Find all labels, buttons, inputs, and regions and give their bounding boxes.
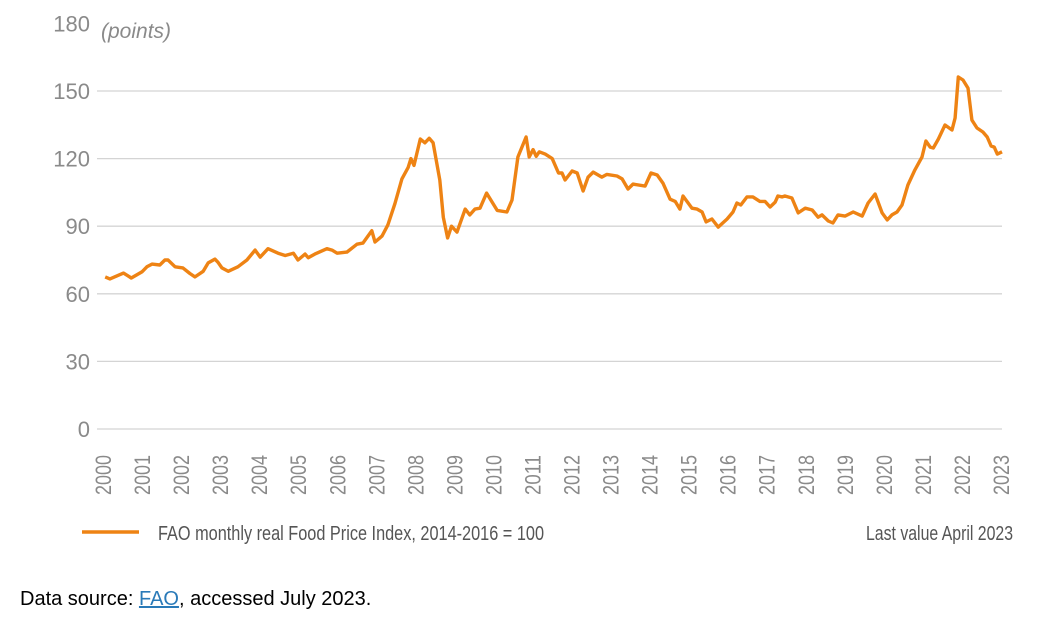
y-tick-label: 180 — [53, 11, 90, 36]
x-tick-label: 2014 — [638, 455, 663, 495]
x-tick-label: 2010 — [481, 455, 506, 495]
x-tick-label: 2013 — [599, 455, 624, 495]
y-tick-label: 150 — [53, 79, 90, 104]
y-axis-ticks: 0 30 60 90 120 150 180 — [53, 11, 90, 442]
last-value-note: Last value April 2023 — [866, 523, 1013, 545]
x-tick-label: 2008 — [403, 455, 428, 495]
y-tick-label: 0 — [78, 417, 90, 442]
x-tick-label: 2012 — [560, 455, 585, 495]
series-line-food-price-index — [104, 75, 1003, 281]
y-tick-label: 30 — [66, 349, 90, 374]
legend-label: FAO monthly real Food Price Index, 2014-… — [158, 523, 544, 545]
source-suffix: , accessed July 2023. — [178, 588, 372, 610]
x-tick-label: 2009 — [442, 455, 467, 495]
x-tick-label: 2022 — [950, 455, 975, 495]
x-tick-label: 2019 — [833, 455, 858, 495]
x-tick-label: 2023 — [989, 455, 1014, 495]
y-tick-label: 120 — [53, 147, 90, 172]
x-tick-label: 2006 — [325, 455, 350, 495]
x-tick-label: 2001 — [130, 455, 155, 495]
x-tick-label: 2000 — [91, 455, 116, 495]
x-tick-label: 2016 — [716, 455, 741, 495]
x-tick-label: 2007 — [364, 455, 389, 495]
x-tick-label: 2015 — [677, 455, 702, 495]
y-tick-label: 90 — [66, 214, 90, 239]
x-tick-label: 2004 — [247, 455, 272, 495]
x-tick-label: 2003 — [208, 455, 233, 495]
x-tick-label: 2011 — [520, 455, 545, 495]
x-tick-label: 2018 — [794, 455, 819, 495]
x-tick-label: 2005 — [286, 455, 311, 495]
x-tick-label: 2002 — [169, 455, 194, 495]
data-source-note: Data source: FAO, accessed July 2023. — [20, 588, 371, 611]
x-axis-ticks: 2000 2001 2002 2003 2004 2005 2006 2007 2008 2009… — [91, 455, 1014, 495]
source-prefix: Data source: — [20, 588, 139, 610]
y-axis-label: (points) — [101, 20, 171, 43]
x-tick-label: 2020 — [872, 455, 897, 495]
gridlines — [97, 90, 1002, 430]
x-tick-label: 2017 — [755, 455, 780, 495]
y-tick-label: 60 — [66, 282, 90, 307]
fao-link[interactable]: FAO — [138, 588, 179, 610]
x-tick-label: 2021 — [911, 455, 936, 495]
